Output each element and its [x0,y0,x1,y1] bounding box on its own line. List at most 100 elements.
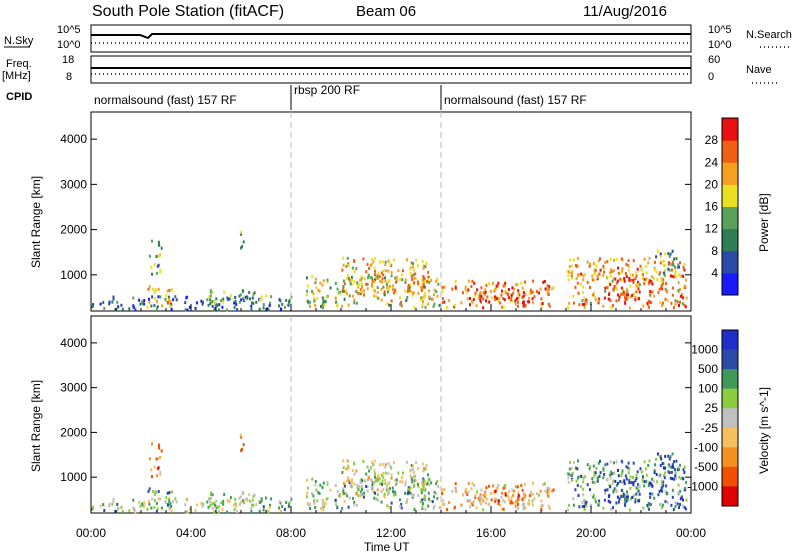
echo-cell [610,470,613,474]
colorbar-band [722,184,738,207]
echo-cell [377,474,380,478]
echo-cell [423,494,426,498]
echo-cell [624,503,627,507]
echo-cell [99,504,102,508]
echo-cell [437,282,440,286]
echo-cell [404,289,407,293]
echo-cell [132,498,135,502]
echo-cell [467,288,470,292]
echo-cell [611,482,614,485]
echo-cell [270,295,273,299]
echo-cell [322,279,325,283]
echo-cell [155,457,158,461]
echo-cell [320,507,322,511]
echo-cell [405,299,408,302]
power-colorbar-label: Power [dB] [757,193,771,252]
echo-cell [501,289,503,293]
echo-cell [591,480,594,484]
echo-cell [659,261,662,265]
echo-cell [637,280,640,284]
echo-cell [311,289,313,293]
echo-cell [234,300,237,303]
echo-cell [575,479,578,483]
echo-cell [512,493,515,497]
echo-cell [617,266,619,270]
echo-cell [151,295,154,299]
echo-cell [518,293,521,297]
echo-cell [443,502,446,506]
echo-cell [674,302,677,306]
echo-cell [394,276,397,280]
echo-cell [421,285,424,289]
echo-cell [479,291,482,294]
echo-cell [603,270,606,274]
echo-cell [238,294,241,298]
echo-cell [629,295,632,299]
colorbar-band [722,206,738,230]
echo-cell [170,505,173,508]
echo-cell [116,502,119,506]
echo-cell [406,460,408,464]
echo-cell [258,307,261,311]
x-tick-label: 08:00 [276,526,306,540]
echo-cell [414,277,417,281]
echo-cell [334,498,337,502]
noise-tick-low-right: 10^0 [708,39,732,51]
echo-cell [209,500,212,504]
echo-cell [399,498,401,502]
echo-cell [306,276,308,280]
echo-cell [632,259,635,263]
echo-cell [436,277,439,281]
echo-cell [401,480,404,484]
echo-cell [664,454,667,458]
echo-cell [610,269,613,273]
echo-cell [324,300,327,303]
echo-cell [374,269,377,273]
echo-cell [493,289,496,293]
echo-cell [147,287,150,291]
echo-cell [342,256,345,260]
echo-cell [422,502,424,506]
echo-cell [581,505,584,508]
echo-cell [240,435,243,439]
echo-cell [234,295,237,299]
nsearch-label: N.Search [746,29,792,41]
echo-cell [314,506,317,509]
echo-cell [474,493,477,497]
echo-cell [166,289,169,293]
echo-cell [566,472,569,476]
echo-cell [512,291,515,295]
echo-cell [269,503,271,507]
echo-cell [683,465,686,469]
echo-cell [424,507,427,511]
echo-cell [662,263,665,267]
echo-cell [632,494,635,498]
echo-cell [111,502,114,506]
echo-cell [660,280,663,283]
echo-cell [650,301,653,304]
echo-cell [384,463,387,467]
echo-cell [621,480,624,484]
echo-cell [532,481,534,485]
echo-cell [504,289,507,293]
echo-cell [614,286,617,289]
echo-cell [609,257,612,261]
echo-cell [430,279,433,282]
echo-cell [319,281,322,285]
echo-cell [454,487,457,490]
echo-cell [313,299,316,303]
echo-cell [380,473,383,477]
echo-cell [625,465,628,469]
echo-cell [186,510,189,514]
echo-cell [612,506,614,510]
echo-cell [620,271,623,275]
echo-cell [342,487,345,491]
echo-cell [628,479,631,483]
echo-cell [283,508,286,511]
echo-cell [627,461,630,465]
echo-cell [234,502,237,506]
echo-cell [472,500,475,504]
echo-cell [228,499,231,503]
echo-cell [478,293,481,297]
